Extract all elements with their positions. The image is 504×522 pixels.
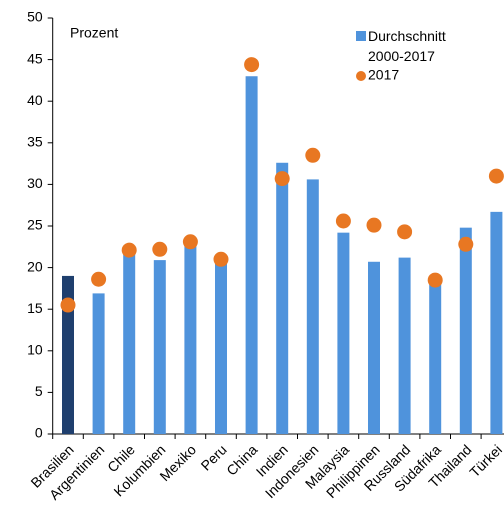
bar [306,179,319,434]
dot [458,236,474,252]
dot [60,297,76,313]
dot [152,241,168,257]
bar [153,260,166,434]
bar [398,257,411,434]
bar [62,275,74,434]
y-tick-label: 20 [27,258,43,274]
dot [213,251,229,267]
y-tick-label: 15 [27,300,43,316]
x-tick-label: Türkei [466,441,504,480]
y-tick-label: 10 [27,342,43,358]
bar [123,250,136,434]
y-tick-label: 25 [27,217,43,233]
dot [488,168,504,184]
dot [335,213,351,229]
x-tick-label: China [223,441,260,478]
y-tick-label: 5 [35,383,43,399]
bar [368,261,380,434]
legend-label: Durchschnitt 2000-2017 [368,28,446,64]
y-tick-label: 45 [27,50,43,66]
legend-label: 2017 [368,67,399,83]
bar [184,244,197,434]
legend-swatch [356,71,366,81]
y-tick-label: 0 [35,425,43,441]
annotation: Prozent [70,25,118,41]
dot [244,57,260,73]
dot [182,234,198,250]
dot [366,217,382,233]
y-tick-label: 50 [27,9,43,25]
bar [245,76,258,435]
y-tick-label: 30 [27,175,43,191]
bar [92,293,105,434]
dot [274,171,290,187]
y-tick-label: 35 [27,134,43,150]
bar [215,263,227,434]
bar [459,227,472,434]
bar [276,162,289,434]
legend-label-box: Durchschnitt 2000-2017 [368,28,446,64]
bar [429,284,442,434]
bar [490,211,503,434]
dot [397,224,413,240]
dot [91,271,107,287]
bar [337,232,350,434]
dot [305,147,321,163]
y-tick-label: 40 [27,92,43,108]
dot [427,272,443,288]
dot [121,242,137,258]
legend-swatch [356,31,366,41]
